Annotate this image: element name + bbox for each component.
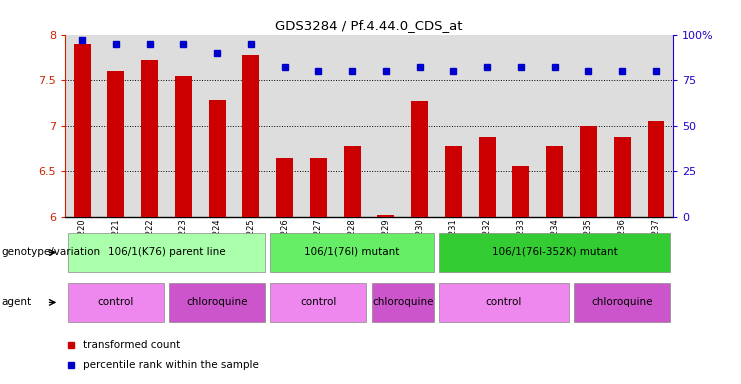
Bar [439, 283, 569, 322]
Bar [580, 126, 597, 217]
Bar [68, 283, 164, 322]
Text: chloroquine: chloroquine [187, 296, 247, 306]
Bar [513, 166, 529, 217]
Bar [99, 35, 133, 217]
Title: GDS3284 / Pf.4.44.0_CDS_at: GDS3284 / Pf.4.44.0_CDS_at [275, 19, 463, 32]
Text: 106/1(K76) parent line: 106/1(K76) parent line [107, 247, 225, 257]
Bar [268, 35, 302, 217]
Text: 106/1(76I-352K) mutant: 106/1(76I-352K) mutant [492, 247, 617, 257]
Text: control: control [300, 296, 336, 306]
Bar [169, 283, 265, 322]
Bar [648, 121, 665, 217]
Bar [571, 35, 605, 217]
Bar [403, 35, 436, 217]
Bar [538, 35, 571, 217]
Bar [639, 35, 673, 217]
Bar [270, 283, 366, 322]
Bar [200, 35, 234, 217]
Bar [133, 35, 167, 217]
Text: control: control [486, 296, 522, 306]
Text: transformed count: transformed count [84, 339, 181, 349]
Text: percentile rank within the sample: percentile rank within the sample [84, 360, 259, 370]
Bar [310, 158, 327, 217]
Bar [439, 233, 670, 272]
Text: agent: agent [1, 297, 32, 308]
Text: 106/1(76I) mutant: 106/1(76I) mutant [305, 247, 400, 257]
Bar [209, 100, 225, 217]
Text: genotype/variation: genotype/variation [1, 247, 101, 258]
Bar [175, 76, 192, 217]
Bar [167, 35, 200, 217]
Bar [411, 101, 428, 217]
Bar [574, 283, 670, 322]
Bar [479, 137, 496, 217]
Bar [605, 35, 639, 217]
Bar [234, 35, 268, 217]
Bar [614, 137, 631, 217]
Bar [504, 35, 538, 217]
Bar [369, 35, 403, 217]
Bar [372, 283, 433, 322]
Bar [68, 233, 265, 272]
Bar [344, 146, 361, 217]
Bar [242, 55, 259, 217]
Bar [270, 233, 433, 272]
Bar [445, 146, 462, 217]
Bar [377, 215, 394, 217]
Bar [436, 35, 471, 217]
Text: chloroquine: chloroquine [591, 296, 653, 306]
Bar [65, 35, 99, 217]
Bar [73, 44, 90, 217]
Text: control: control [98, 296, 134, 306]
Bar [546, 146, 563, 217]
Bar [471, 35, 504, 217]
Text: chloroquine: chloroquine [372, 296, 433, 306]
Bar [302, 35, 335, 217]
Bar [276, 158, 293, 217]
Bar [335, 35, 369, 217]
Bar [107, 71, 124, 217]
Bar [141, 60, 158, 217]
